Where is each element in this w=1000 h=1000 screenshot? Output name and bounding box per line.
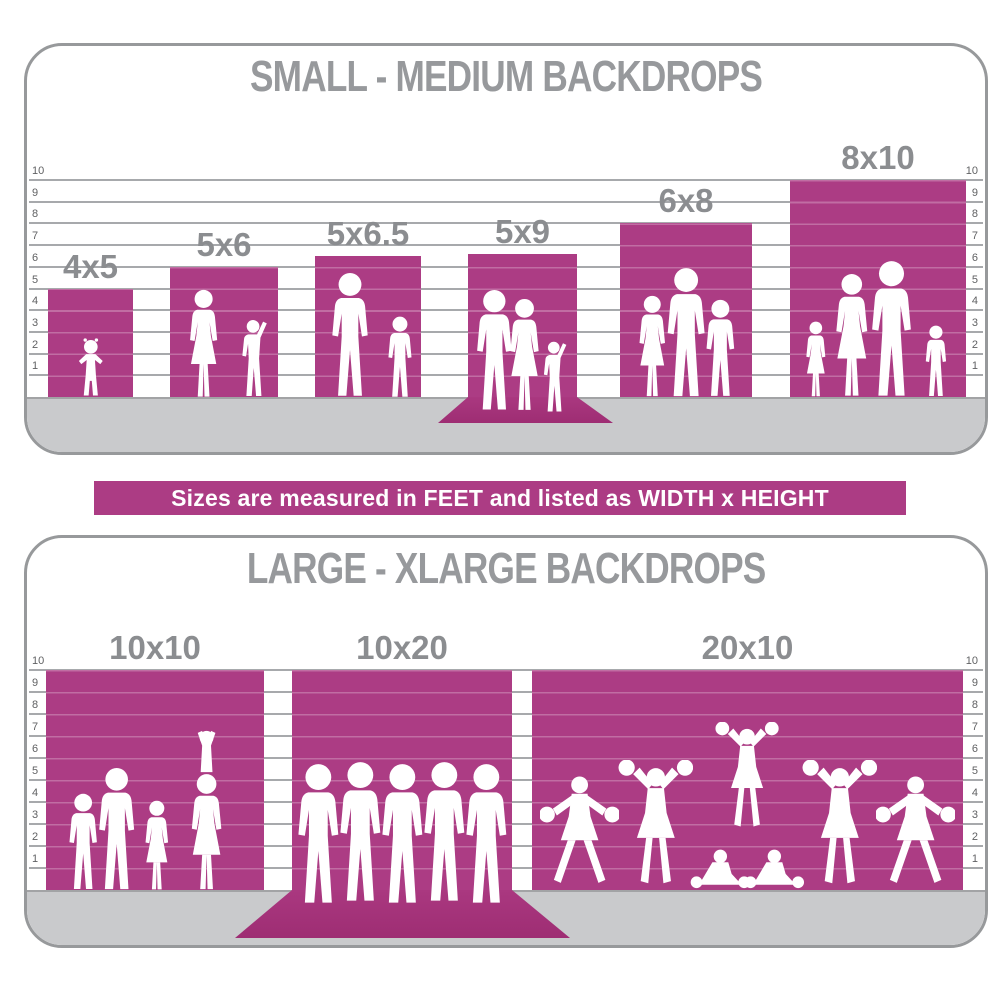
ruler-tick-right: 6 [971, 743, 978, 755]
ruler-tick-left: 5 [32, 273, 39, 286]
ruler-tick-right: 4 [971, 787, 978, 799]
ruler-tick-left: 6 [32, 251, 39, 264]
figure-man-silhouette [91, 767, 142, 890]
ruler-tick-right: 7 [971, 230, 978, 243]
measurement-note-banner: Sizes are measured in FEET and listed as… [94, 481, 906, 515]
figure-man-silhouette [383, 316, 417, 397]
figure-cheer-up-silhouette [802, 760, 878, 890]
ruler-tick-right: 2 [971, 831, 978, 843]
ruler-tick-left: 8 [32, 699, 39, 711]
ruler-tick-right: 10 [965, 165, 978, 177]
figure-toddler-silhouette [75, 338, 107, 397]
ruler-tick-right: 3 [971, 316, 978, 329]
size-label-20x10: 20x10 [701, 629, 794, 666]
figure-man-silhouette [324, 272, 376, 397]
panel-large-xlarge: LARGE - XLARGE BACKDROPS 10 10 9 9 8 8 7 7 6 6 5 5 4… [24, 535, 988, 948]
ruler-tick-left: 3 [32, 809, 39, 821]
figure-man-silhouette [457, 763, 516, 904]
ruler-tick-right: 5 [971, 273, 978, 286]
figure-cheer-up-silhouette [715, 722, 780, 832]
panel-small-medium: SMALL - MEDIUM BACKDROPS 10 10 9 9 8 8 7 7 6 6 5 5 4… [24, 43, 988, 455]
figure-cheer-up-silhouette [618, 760, 694, 890]
ruler-tick-right: 4 [971, 295, 978, 308]
ruler-tick-left: 4 [32, 787, 39, 799]
figure-man-silhouette [863, 260, 920, 397]
ruler-tick-right: 8 [971, 699, 978, 711]
gridline-9ft [29, 200, 983, 203]
ruler-tick-left: 9 [32, 186, 39, 199]
size-label-4x5: 4x5 [62, 247, 119, 285]
ruler-tick-right: 1 [971, 360, 978, 373]
ruler-tick-left: 3 [32, 316, 39, 329]
measurement-note-text: Sizes are measured in FEET and listed as… [171, 484, 829, 511]
gridline-8ft [29, 222, 983, 225]
panel-large-title: LARGE - XLARGE BACKDROPS [246, 544, 766, 593]
ruler-tick-left: 1 [32, 360, 39, 373]
ruler-tick-right: 10 [965, 655, 978, 667]
ruler-tick-right: 1 [971, 853, 978, 865]
panel-small-title: SMALL - MEDIUM BACKDROPS [249, 52, 763, 101]
ruler-tick-right: 6 [971, 251, 978, 264]
ruler-tick-right: 7 [971, 721, 978, 733]
size-label-6x8: 6x8 [658, 182, 714, 220]
size-label-5x6.5: 5x6.5 [326, 214, 410, 252]
ruler-tick-left: 4 [32, 295, 39, 308]
figure-woman-silhouette [138, 800, 176, 890]
gridline-7ft [29, 244, 983, 247]
ruler-tick-left: 9 [32, 677, 39, 689]
ruler-tick-right: 2 [971, 338, 978, 351]
size-label-10x20: 10x20 [356, 629, 448, 666]
figure-man-silhouette [921, 325, 951, 397]
ruler-tick-left: 5 [32, 765, 39, 777]
size-label-10x10: 10x10 [109, 629, 201, 666]
figure-cheer-side-silhouette [875, 771, 956, 890]
ruler-tick-left: 10 [32, 655, 45, 667]
size-label-5x9: 5x9 [494, 212, 551, 250]
ruler-tick-right: 3 [971, 809, 978, 821]
figure-cheer-side-silhouette [539, 771, 620, 890]
ruler-tick-left: 7 [32, 230, 39, 243]
ruler-tick-left: 7 [32, 721, 39, 733]
ruler-tick-right: 5 [971, 765, 978, 777]
size-label-8x10: 8x10 [841, 139, 915, 176]
ruler-tick-right: 9 [971, 677, 978, 689]
ruler-tick-left: 10 [32, 165, 45, 177]
ruler-tick-right: 9 [971, 186, 978, 199]
ruler-tick-right: 8 [971, 208, 978, 221]
figure-woman-silhouette [181, 289, 226, 398]
backdrop-bar-6x8 [620, 223, 752, 397]
figure-child-silhouette [237, 317, 270, 397]
gridline-10ft [29, 179, 983, 181]
ruler-tick-left: 1 [32, 853, 39, 865]
figure-child-silhouette [539, 339, 570, 413]
figure-sitter-silhouette [743, 848, 806, 890]
figure-womanchild-silhouette [182, 723, 231, 890]
ruler-tick-left: 6 [32, 743, 39, 755]
figure-man-silhouette [700, 299, 741, 397]
floor-sweep-10x20 [235, 890, 570, 938]
ruler-tick-left: 2 [32, 831, 39, 843]
ruler-tick-left: 2 [32, 338, 39, 351]
ruler-tick-left: 8 [32, 208, 39, 221]
size-label-5x6: 5x6 [196, 225, 252, 263]
